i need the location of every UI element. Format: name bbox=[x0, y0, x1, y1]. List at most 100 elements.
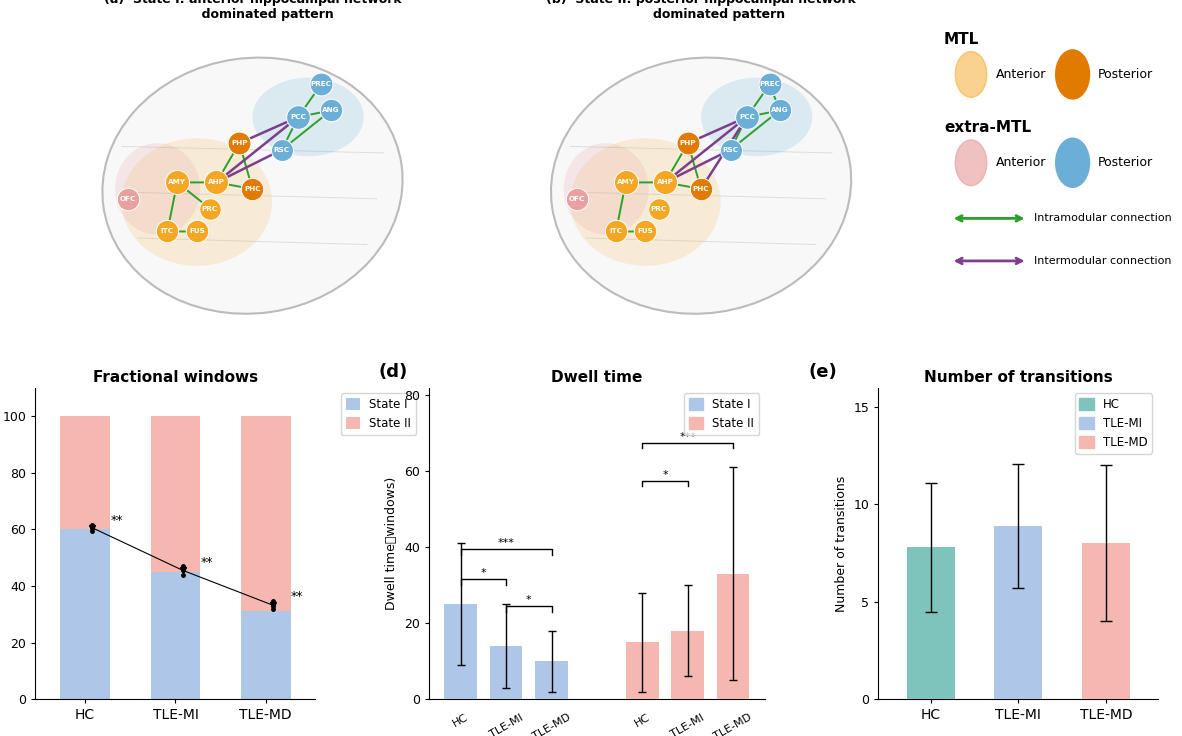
Bar bbox=[489, 646, 522, 699]
Point bbox=[273, 144, 292, 155]
Title: (a)  State I: anterior hippocampal network
       dominated pattern: (a) State I: anterior hippocampal networ… bbox=[104, 0, 401, 21]
Text: AHP: AHP bbox=[657, 180, 674, 185]
Point bbox=[649, 202, 668, 214]
Text: TLE-MD: TLE-MD bbox=[531, 712, 572, 736]
Bar bbox=[626, 643, 658, 699]
Text: Intramodular connection: Intramodular connection bbox=[1034, 213, 1173, 224]
Title: Dwell time: Dwell time bbox=[551, 370, 643, 385]
Point bbox=[288, 111, 307, 123]
Bar bbox=[994, 526, 1043, 699]
Text: FUS: FUS bbox=[637, 228, 654, 235]
Text: (e): (e) bbox=[808, 363, 837, 381]
Bar bbox=[1082, 543, 1130, 699]
Legend: State I, State II: State I, State II bbox=[684, 394, 759, 435]
Text: Anterior: Anterior bbox=[996, 68, 1046, 81]
Text: RSC: RSC bbox=[274, 146, 290, 152]
Point bbox=[243, 183, 262, 195]
Point bbox=[230, 137, 249, 149]
Point bbox=[322, 105, 340, 116]
Point bbox=[636, 226, 655, 238]
Text: PRC: PRC bbox=[202, 205, 217, 211]
Text: MTL: MTL bbox=[944, 32, 979, 47]
Text: ANG: ANG bbox=[771, 107, 788, 113]
Point bbox=[656, 177, 675, 188]
Bar bbox=[60, 416, 110, 529]
Text: (d): (d) bbox=[378, 363, 408, 381]
Point bbox=[118, 193, 137, 205]
Point bbox=[691, 183, 710, 195]
Title: (b)  State II: posterior hippocampal network
        dominated pattern: (b) State II: posterior hippocampal netw… bbox=[546, 0, 856, 21]
Text: ***: *** bbox=[680, 431, 696, 442]
Y-axis label: Dwell time（windows): Dwell time（windows) bbox=[385, 477, 398, 610]
Point bbox=[760, 78, 779, 90]
Point bbox=[168, 177, 187, 188]
Circle shape bbox=[1056, 50, 1090, 99]
Text: **: ** bbox=[110, 514, 123, 526]
Bar bbox=[907, 548, 955, 699]
Ellipse shape bbox=[570, 138, 721, 266]
Ellipse shape bbox=[253, 78, 364, 156]
Point bbox=[567, 193, 586, 205]
Text: **: ** bbox=[201, 556, 213, 569]
Ellipse shape bbox=[564, 143, 649, 235]
Ellipse shape bbox=[701, 78, 812, 156]
Point bbox=[738, 111, 756, 123]
Text: *: * bbox=[526, 595, 532, 605]
Text: AMY: AMY bbox=[617, 180, 635, 185]
Text: ITC: ITC bbox=[610, 228, 623, 235]
Point bbox=[188, 226, 207, 238]
Point bbox=[312, 78, 331, 90]
Point bbox=[678, 137, 697, 149]
Circle shape bbox=[955, 140, 987, 185]
Text: PHP: PHP bbox=[680, 140, 696, 146]
Ellipse shape bbox=[103, 57, 403, 314]
Text: TLE-MI: TLE-MI bbox=[669, 712, 706, 736]
Text: PRC: PRC bbox=[650, 205, 667, 211]
Point bbox=[207, 177, 226, 188]
Text: Posterior: Posterior bbox=[1097, 68, 1152, 81]
Text: PREC: PREC bbox=[759, 81, 780, 88]
Point bbox=[771, 105, 790, 116]
Text: RSC: RSC bbox=[722, 146, 739, 152]
Text: **: ** bbox=[291, 590, 304, 603]
Text: PHP: PHP bbox=[232, 140, 248, 146]
Text: PHC: PHC bbox=[245, 186, 261, 192]
Bar bbox=[150, 416, 200, 572]
Text: Intermodular connection: Intermodular connection bbox=[1034, 256, 1171, 266]
Bar bbox=[150, 572, 200, 699]
Text: *: * bbox=[481, 568, 486, 578]
Legend: HC, TLE-MI, TLE-MD: HC, TLE-MI, TLE-MD bbox=[1074, 394, 1152, 454]
Bar bbox=[241, 416, 291, 612]
Y-axis label: Number of transitions: Number of transitions bbox=[834, 475, 847, 612]
Text: PCC: PCC bbox=[291, 114, 306, 120]
Point bbox=[201, 202, 220, 214]
Bar bbox=[60, 529, 110, 699]
Text: *: * bbox=[662, 470, 668, 480]
Text: ITC: ITC bbox=[161, 228, 174, 235]
Text: PCC: PCC bbox=[739, 114, 755, 120]
Text: TLE-MI: TLE-MI bbox=[488, 712, 525, 736]
Bar bbox=[444, 604, 478, 699]
Text: OFC: OFC bbox=[119, 196, 136, 202]
Text: Posterior: Posterior bbox=[1097, 156, 1152, 169]
Point bbox=[721, 144, 740, 155]
Legend: State I, State II: State I, State II bbox=[340, 394, 416, 435]
Point bbox=[606, 226, 625, 238]
Text: AHP: AHP bbox=[208, 180, 225, 185]
Text: HC: HC bbox=[632, 712, 651, 729]
Circle shape bbox=[1056, 138, 1090, 187]
Bar bbox=[535, 661, 567, 699]
Text: PREC: PREC bbox=[311, 81, 332, 88]
Title: Number of transitions: Number of transitions bbox=[924, 370, 1112, 385]
Bar bbox=[671, 631, 704, 699]
Text: AMY: AMY bbox=[168, 180, 187, 185]
Text: ANG: ANG bbox=[323, 107, 339, 113]
Text: ***: *** bbox=[498, 538, 514, 548]
Text: Anterior: Anterior bbox=[996, 156, 1046, 169]
Ellipse shape bbox=[122, 138, 272, 266]
Title: Fractional windows: Fractional windows bbox=[93, 370, 258, 385]
Text: FUS: FUS bbox=[189, 228, 204, 235]
Point bbox=[158, 226, 177, 238]
Text: TLE-MD: TLE-MD bbox=[713, 712, 754, 736]
Text: OFC: OFC bbox=[569, 196, 585, 202]
